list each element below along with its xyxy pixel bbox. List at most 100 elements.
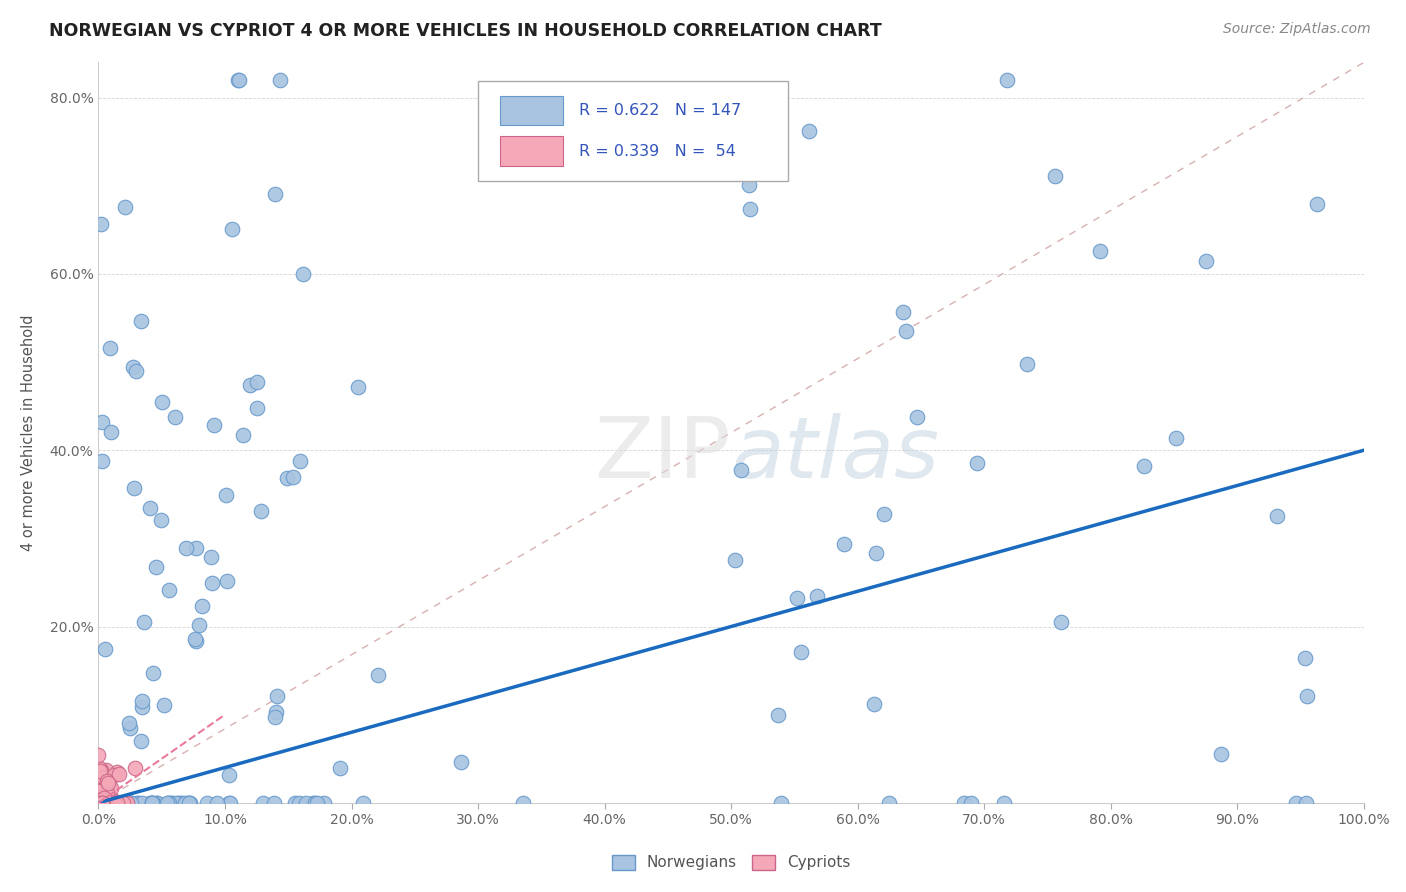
Point: [142, 665, 165, 680]
Point: [125, 364, 148, 378]
Point: [263, 796, 285, 810]
Point: [91, 796, 114, 810]
Text: Source: ZipAtlas.com: Source: ZipAtlas.com: [1223, 22, 1371, 37]
Point: [238, 378, 260, 392]
Point: [94, 793, 117, 807]
Point: [863, 698, 886, 712]
Point: [215, 488, 238, 502]
Point: [346, 380, 368, 394]
Point: [87, 793, 110, 807]
Point: [131, 700, 153, 714]
Point: [288, 796, 311, 810]
Point: [865, 546, 887, 560]
Point: [134, 615, 156, 630]
Point: [120, 796, 142, 810]
Point: [1209, 747, 1232, 761]
Point: [172, 796, 194, 810]
Point: [218, 796, 240, 810]
Point: [120, 796, 142, 810]
Point: [799, 124, 821, 138]
Point: [87, 796, 110, 810]
Point: [87, 796, 110, 810]
Point: [1050, 615, 1073, 629]
Point: [114, 200, 136, 214]
Point: [1043, 169, 1066, 184]
Point: [873, 508, 896, 522]
Point: [1194, 254, 1216, 268]
Point: [188, 617, 211, 632]
Point: [264, 705, 287, 719]
Point: [93, 793, 115, 807]
Point: [1285, 796, 1308, 810]
Point: [89, 761, 111, 775]
Point: [141, 796, 163, 810]
Text: atlas: atlas: [731, 413, 939, 496]
Point: [893, 305, 915, 319]
Point: [90, 796, 112, 810]
Point: [93, 796, 115, 810]
Point: [200, 549, 222, 564]
Point: [953, 796, 976, 810]
Point: [127, 796, 149, 810]
Point: [177, 796, 200, 810]
Point: [104, 796, 127, 810]
Point: [91, 796, 114, 810]
FancyBboxPatch shape: [478, 81, 787, 181]
Point: [174, 796, 197, 810]
Point: [93, 796, 115, 810]
Point: [105, 765, 128, 780]
Point: [160, 796, 183, 810]
Point: [252, 796, 274, 810]
Point: [1088, 244, 1111, 258]
Point: [292, 267, 315, 281]
Point: [174, 541, 197, 555]
Point: [103, 796, 125, 810]
Point: [100, 425, 122, 439]
Point: [966, 456, 988, 470]
Point: [127, 796, 149, 810]
Point: [93, 791, 115, 805]
Point: [91, 796, 114, 810]
Point: [218, 768, 240, 782]
Point: [789, 645, 811, 659]
Point: [93, 796, 115, 810]
Point: [141, 796, 163, 810]
Point: [91, 796, 114, 810]
Point: [786, 591, 808, 606]
Point: [112, 796, 135, 810]
Text: NORWEGIAN VS CYPRIOT 4 OR MORE VEHICLES IN HOUSEHOLD CORRELATION CHART: NORWEGIAN VS CYPRIOT 4 OR MORE VEHICLES …: [49, 22, 882, 40]
Point: [201, 575, 224, 590]
Point: [284, 796, 307, 810]
Point: [217, 574, 239, 588]
Point: [97, 776, 120, 790]
Point: [205, 796, 228, 810]
Point: [806, 589, 828, 603]
Point: [90, 796, 112, 810]
Text: R = 0.622   N = 147: R = 0.622 N = 147: [579, 103, 741, 118]
Point: [150, 513, 173, 527]
Point: [90, 796, 112, 810]
Point: [995, 73, 1018, 87]
Point: [766, 708, 789, 723]
Point: [139, 796, 162, 810]
Point: [169, 796, 191, 810]
Point: [131, 796, 153, 810]
Point: [450, 756, 472, 770]
Legend: Norwegians, Cypriots: Norwegians, Cypriots: [606, 848, 856, 877]
Point: [90, 796, 112, 810]
Point: [87, 747, 110, 762]
Point: [105, 796, 128, 810]
Point: [1164, 431, 1187, 445]
Point: [769, 796, 792, 810]
Point: [93, 771, 115, 785]
Point: [184, 632, 207, 647]
Point: [1296, 689, 1319, 703]
Point: [131, 733, 153, 747]
Point: [118, 722, 141, 736]
Point: [191, 599, 214, 614]
Point: [94, 796, 117, 810]
Point: [1015, 357, 1038, 371]
Point: [101, 793, 124, 807]
Point: [276, 471, 298, 485]
Point: [219, 796, 242, 810]
